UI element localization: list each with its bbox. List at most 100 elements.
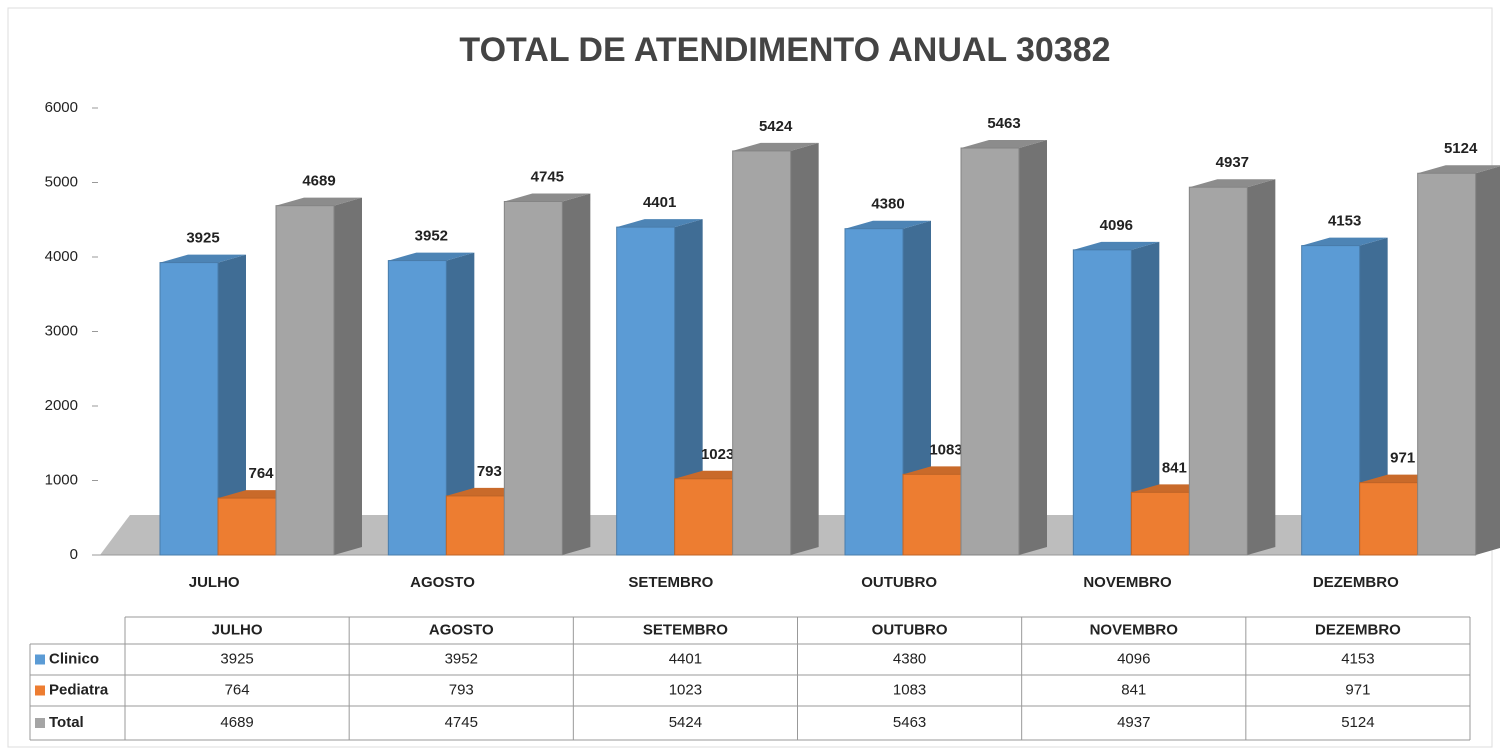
legend-key <box>35 685 45 696</box>
bar-top <box>616 219 703 228</box>
y-tick-label: 3000 <box>45 322 78 339</box>
bar-top <box>732 142 819 151</box>
bar <box>902 473 962 556</box>
bar <box>960 147 1020 556</box>
bar <box>503 200 563 556</box>
table-cell: 1023 <box>669 681 702 698</box>
y-tick-label: 2000 <box>45 397 78 414</box>
table-cell: 4153 <box>1341 650 1374 667</box>
bar-side <box>1131 241 1160 555</box>
bar-top <box>276 197 362 206</box>
bar-top <box>1189 179 1276 188</box>
bar <box>275 205 335 556</box>
data-label: 5124 <box>1444 140 1478 157</box>
bar <box>732 150 792 556</box>
table-cell: 764 <box>225 681 250 698</box>
table-cell: 5424 <box>669 714 702 731</box>
y-tick-label: 4000 <box>45 248 78 265</box>
bar-side <box>1359 237 1388 555</box>
bar <box>1301 245 1361 556</box>
table-header: OUTUBRO <box>872 621 948 638</box>
table-header: AGOSTO <box>429 621 494 638</box>
bar-side <box>1019 140 1047 555</box>
table-cell: 5463 <box>893 714 926 731</box>
bar <box>1130 491 1190 556</box>
table-cell: 4745 <box>445 714 478 731</box>
bar-top <box>388 252 475 261</box>
y-tick-label: 6000 <box>45 99 78 116</box>
table-cell: 971 <box>1345 681 1370 698</box>
bar-top <box>1417 165 1500 174</box>
bar <box>445 495 505 556</box>
bar <box>159 262 219 556</box>
bar-side <box>334 197 362 555</box>
data-label: 4380 <box>871 196 904 213</box>
table-cell: 3925 <box>220 650 253 667</box>
x-tick-label: JULHO <box>189 574 240 591</box>
data-label: 3925 <box>186 230 219 247</box>
bar-side <box>562 193 591 555</box>
table-header: SETEMBRO <box>643 621 728 638</box>
table-cell: 5124 <box>1341 714 1374 731</box>
x-tick-label: SETEMBRO <box>628 574 713 591</box>
bar-top <box>1301 237 1388 246</box>
legend-label: Clinico <box>49 650 99 667</box>
bar-top <box>961 140 1047 149</box>
table-cell: 4689 <box>220 714 253 731</box>
bar <box>674 478 734 556</box>
data-label: 764 <box>248 465 274 482</box>
data-label: 4937 <box>1216 154 1249 171</box>
data-label: 4745 <box>531 168 564 185</box>
bar <box>217 497 277 556</box>
data-label: 4153 <box>1328 213 1361 230</box>
data-label: 4096 <box>1100 217 1133 234</box>
chart-title: TOTAL DE ATENDIMENTO ANUAL 30382 <box>459 31 1110 69</box>
bar-top <box>504 193 591 202</box>
data-label: 5463 <box>987 115 1020 132</box>
bar <box>1359 482 1419 556</box>
bar-top <box>845 220 931 229</box>
table-header: JULHO <box>212 621 263 638</box>
data-label: 971 <box>1390 450 1415 467</box>
data-label: 4401 <box>643 194 676 211</box>
bar <box>1072 249 1132 556</box>
x-tick-label: NOVEMBRO <box>1083 574 1172 591</box>
data-label: 3952 <box>415 228 448 245</box>
bar-side <box>1475 166 1500 555</box>
x-tick-label: DEZEMBRO <box>1313 574 1399 591</box>
x-tick-label: AGOSTO <box>410 574 475 591</box>
bar-side <box>218 254 246 555</box>
bar <box>387 260 447 556</box>
legend-label: Pediatra <box>49 681 109 698</box>
bar-top <box>1073 241 1160 250</box>
x-tick-label: OUTUBRO <box>861 574 937 591</box>
bar <box>616 226 676 556</box>
table-cell: 4937 <box>1117 714 1150 731</box>
table-cell: 3952 <box>445 650 478 667</box>
y-tick-label: 1000 <box>45 471 78 488</box>
bar <box>1188 186 1248 556</box>
bar <box>1417 172 1477 556</box>
bar-side <box>674 219 703 556</box>
y-tick-label: 5000 <box>45 173 78 190</box>
legend-key <box>35 654 45 665</box>
table-cell: 4401 <box>669 650 702 667</box>
bar <box>844 228 904 556</box>
y-tick-label: 0 <box>70 546 78 563</box>
data-label: 5424 <box>759 118 793 135</box>
legend-key <box>35 718 45 728</box>
data-label: 4689 <box>302 173 335 190</box>
bar-top <box>160 254 246 263</box>
table-cell: 793 <box>449 681 474 698</box>
data-label: 1023 <box>701 446 734 463</box>
table-header: DEZEMBRO <box>1315 621 1401 638</box>
bar-side <box>1247 179 1276 556</box>
table-cell: 1083 <box>893 681 926 698</box>
bar-side <box>446 252 475 556</box>
table-cell: 4096 <box>1117 650 1150 667</box>
table-cell: 841 <box>1121 681 1146 698</box>
data-label: 1083 <box>929 441 962 458</box>
data-label: 793 <box>477 463 502 480</box>
data-label: 841 <box>1162 459 1187 476</box>
